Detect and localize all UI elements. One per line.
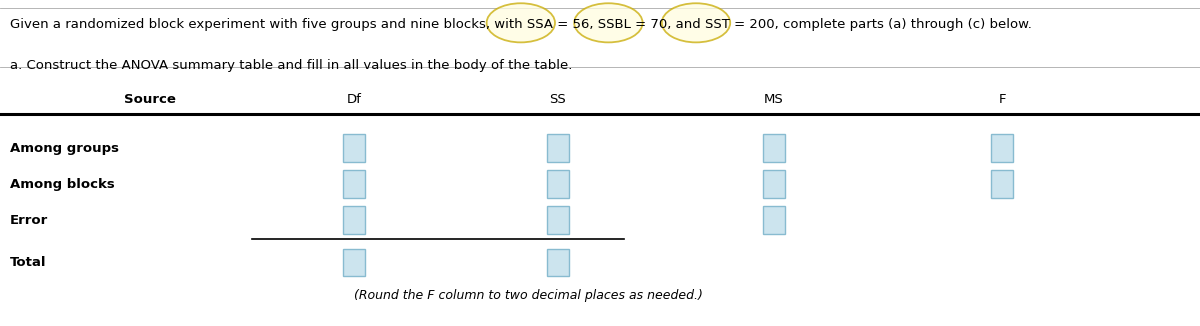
Bar <box>991 134 1013 162</box>
Bar <box>547 170 569 198</box>
Text: Error: Error <box>10 214 48 227</box>
Text: Given a randomized block experiment with five groups and nine blocks, with SSA =: Given a randomized block experiment with… <box>10 18 1032 31</box>
Text: Source: Source <box>124 93 176 106</box>
Text: a. Construct the ANOVA summary table and fill in all values in the body of the t: a. Construct the ANOVA summary table and… <box>10 59 572 72</box>
Bar <box>991 170 1013 198</box>
Text: Among blocks: Among blocks <box>10 178 114 191</box>
Bar <box>763 170 785 198</box>
Text: F: F <box>998 93 1006 106</box>
Text: SS: SS <box>550 93 566 106</box>
Bar <box>763 134 785 162</box>
Bar <box>547 248 569 276</box>
Ellipse shape <box>574 3 643 42</box>
Bar <box>547 134 569 162</box>
Bar <box>343 134 365 162</box>
Ellipse shape <box>662 3 730 42</box>
Text: Among groups: Among groups <box>10 142 119 155</box>
Ellipse shape <box>487 3 554 42</box>
Text: MS: MS <box>764 93 784 106</box>
Bar <box>343 206 365 234</box>
Bar <box>763 206 785 234</box>
Bar <box>343 248 365 276</box>
Text: Total: Total <box>10 256 46 269</box>
Bar <box>547 206 569 234</box>
Bar <box>343 170 365 198</box>
Text: (Round the F column to two decimal places as needed.): (Round the F column to two decimal place… <box>354 289 703 302</box>
Text: Df: Df <box>347 93 361 106</box>
